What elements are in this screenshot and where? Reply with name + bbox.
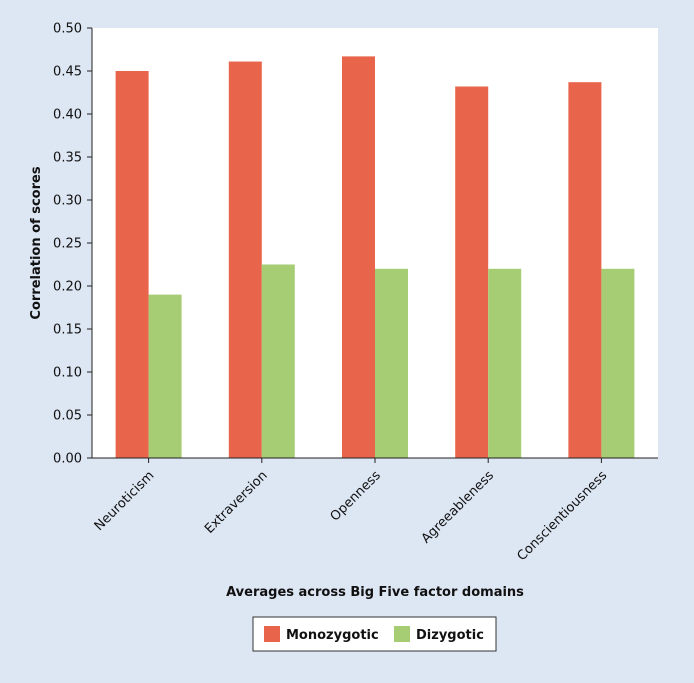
- y-tick-label: 0.10: [53, 366, 82, 381]
- y-axis-ticks: 0.00 0.05 0.10 0.15 0.20 0.25 0.30 0.35 0.40 0.45…: [53, 22, 92, 467]
- x-category-label: Extraversion: [202, 468, 271, 537]
- bar-monozygotic-extraversion: [228, 61, 262, 458]
- x-category-label: Neuroticism: [92, 468, 158, 534]
- bar-monozygotic-openness: [342, 56, 375, 458]
- x-category-label: Agreeableness: [419, 468, 498, 547]
- legend-swatch-monozygotic: [264, 626, 280, 642]
- bar-monozygotic-agreeableness: [455, 86, 489, 458]
- y-tick-label: 0.25: [53, 237, 82, 252]
- bar-monozygotic-conscientiousness: [568, 82, 602, 459]
- y-tick-label: 0.20: [53, 280, 82, 295]
- bar-dizygotic-conscientiousness: [601, 268, 635, 458]
- x-axis-tick-labels: Neuroticism Extraversion Openness Agreeable…: [92, 458, 610, 564]
- bar-monozygotic-neuroticism: [115, 71, 149, 458]
- y-tick-label: 0.50: [53, 22, 82, 37]
- bar-dizygotic-extraversion: [261, 264, 295, 458]
- x-category-label: Openness: [328, 468, 384, 524]
- bar-dizygotic-openness: [375, 268, 408, 458]
- y-tick-label: 0.00: [53, 452, 82, 467]
- bars-group: [115, 56, 635, 459]
- y-tick-label: 0.40: [53, 108, 82, 123]
- legend-box: [252, 616, 497, 652]
- y-tick-label: 0.45: [53, 65, 82, 80]
- legend-swatch-dizygotic: [394, 626, 410, 642]
- y-axis-title: Correlation of scores: [29, 166, 44, 319]
- y-tick-label: 0.30: [53, 194, 82, 209]
- legend: Monozygotic Dizygotic: [252, 616, 497, 652]
- x-category-label: Conscientiousness: [514, 468, 610, 564]
- legend-label-dizygotic: Dizygotic: [416, 628, 484, 643]
- y-tick-label: 0.35: [53, 151, 82, 166]
- bar-dizygotic-agreeableness: [488, 268, 522, 458]
- x-axis-title: Averages across Big Five factor domains: [226, 585, 524, 600]
- y-tick-label: 0.15: [53, 323, 82, 338]
- y-tick-label: 0.05: [53, 409, 82, 424]
- legend-label-monozygotic: Monozygotic: [286, 628, 379, 643]
- bar-dizygotic-neuroticism: [148, 294, 182, 458]
